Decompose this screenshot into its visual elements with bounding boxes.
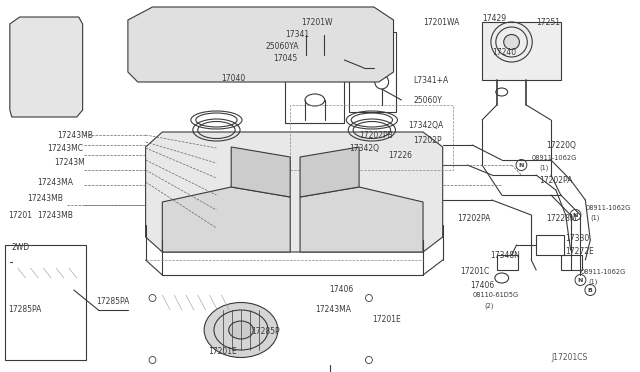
Bar <box>536 235 564 255</box>
Text: 17406: 17406 <box>470 280 495 289</box>
Text: 17272E: 17272E <box>566 247 595 257</box>
Polygon shape <box>300 147 359 197</box>
Text: 17243MA: 17243MA <box>315 305 351 314</box>
Circle shape <box>585 285 596 295</box>
Text: J17201CS: J17201CS <box>551 353 587 362</box>
Polygon shape <box>146 132 443 252</box>
Text: 17220Q: 17220Q <box>546 141 576 150</box>
Text: N: N <box>578 278 583 282</box>
Text: 17429: 17429 <box>482 13 506 22</box>
Text: 17348N: 17348N <box>490 250 520 260</box>
Text: 17201: 17201 <box>8 211 32 219</box>
Text: (2): (2) <box>484 303 493 309</box>
Text: (1): (1) <box>539 165 548 171</box>
Text: 2WD: 2WD <box>12 244 30 253</box>
Text: N: N <box>519 163 524 167</box>
Text: 08911-1062G: 08911-1062G <box>586 205 630 211</box>
Circle shape <box>516 160 527 170</box>
Polygon shape <box>128 7 394 82</box>
Polygon shape <box>10 17 83 117</box>
Text: (1): (1) <box>588 279 598 285</box>
Text: 17243MC: 17243MC <box>47 144 83 153</box>
Text: 17201E: 17201E <box>372 315 401 324</box>
Text: L7341+A: L7341+A <box>413 76 449 84</box>
Text: 17201C: 17201C <box>460 267 490 276</box>
Text: 17285PA: 17285PA <box>8 305 41 314</box>
Text: 08110-61D5G: 08110-61D5G <box>472 292 518 298</box>
Text: 17240: 17240 <box>492 48 516 57</box>
Text: 17251: 17251 <box>536 17 560 26</box>
Text: (1): (1) <box>590 215 600 221</box>
Text: 17342QA: 17342QA <box>408 121 444 129</box>
Text: 17201E: 17201E <box>209 347 237 356</box>
Bar <box>497 255 518 270</box>
Circle shape <box>575 275 586 285</box>
Text: 17243M: 17243M <box>54 157 85 167</box>
Text: 17201WA: 17201WA <box>423 17 460 26</box>
Polygon shape <box>163 187 290 252</box>
Text: 17243MB: 17243MB <box>28 193 63 202</box>
Text: 17228M: 17228M <box>546 214 577 222</box>
Bar <box>482 22 561 80</box>
Text: 17330: 17330 <box>566 234 590 243</box>
Bar <box>5 245 86 360</box>
Bar <box>290 105 452 170</box>
Text: 17202PB: 17202PB <box>359 131 393 140</box>
Text: 25060YA: 25060YA <box>266 42 299 51</box>
Text: 17243MB: 17243MB <box>57 131 93 140</box>
Text: 17285PA: 17285PA <box>97 298 130 307</box>
Bar <box>561 255 582 270</box>
Text: 17341: 17341 <box>285 29 309 38</box>
Text: 08911-1062G: 08911-1062G <box>531 155 577 161</box>
Text: 17045: 17045 <box>273 54 298 62</box>
Ellipse shape <box>228 321 253 339</box>
Text: B: B <box>588 288 593 292</box>
Bar <box>285 28 344 123</box>
Text: 08911-1062G: 08911-1062G <box>580 269 626 275</box>
Text: 17202P: 17202P <box>413 135 442 144</box>
Text: 17406: 17406 <box>330 285 354 295</box>
Text: 17342Q: 17342Q <box>349 144 380 153</box>
Text: 17226: 17226 <box>388 151 413 160</box>
Text: N: N <box>573 212 578 218</box>
Ellipse shape <box>204 302 278 357</box>
Text: 17201W: 17201W <box>301 17 333 26</box>
Bar <box>349 32 396 112</box>
Text: 25060Y: 25060Y <box>413 96 442 105</box>
Ellipse shape <box>504 35 520 49</box>
Text: 17243MA: 17243MA <box>37 177 74 186</box>
Text: 17202PA: 17202PA <box>539 176 573 185</box>
Polygon shape <box>231 147 290 197</box>
Text: 17243MB: 17243MB <box>37 211 73 219</box>
Text: 17285P: 17285P <box>251 327 280 337</box>
Text: 17202PA: 17202PA <box>458 214 491 222</box>
Polygon shape <box>300 187 423 252</box>
Text: 17040: 17040 <box>221 74 246 83</box>
Circle shape <box>570 209 581 221</box>
